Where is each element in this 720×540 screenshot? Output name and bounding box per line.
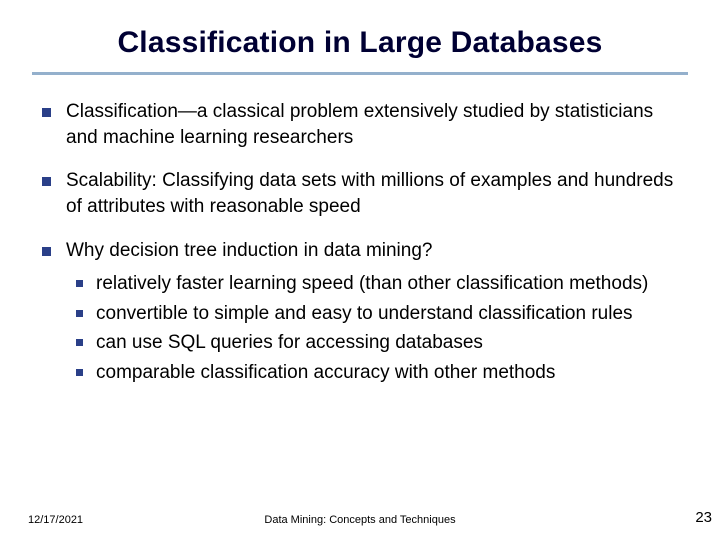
bullet-list: Classification—a classical problem exten… xyxy=(36,99,684,386)
list-item: relatively faster learning speed (than o… xyxy=(66,271,684,297)
list-item: convertible to simple and easy to unders… xyxy=(66,301,684,327)
sub-bullet-text: comparable classification accuracy with … xyxy=(96,362,555,383)
slide-body: Classification—a classical problem exten… xyxy=(36,99,684,386)
footer-pagenum: 23 xyxy=(695,509,712,526)
list-item: Why decision tree induction in data mini… xyxy=(36,238,684,386)
sub-bullet-list: relatively faster learning speed (than o… xyxy=(66,271,684,386)
sub-bullet-text: relatively faster learning speed (than o… xyxy=(96,273,648,294)
list-item: comparable classification accuracy with … xyxy=(66,360,684,386)
page-title: Classification in Large Databases xyxy=(36,18,684,72)
bullet-text: Classification—a classical problem exten… xyxy=(66,101,653,148)
bullet-text: Why decision tree induction in data mini… xyxy=(66,240,432,261)
sub-bullet-text: convertible to simple and easy to unders… xyxy=(96,303,633,324)
list-item: can use SQL queries for accessing databa… xyxy=(66,330,684,356)
sub-bullet-text: can use SQL queries for accessing databa… xyxy=(96,332,483,353)
footer-center: Data Mining: Concepts and Techniques xyxy=(0,514,720,526)
list-item: Scalability: Classifying data sets with … xyxy=(36,168,684,219)
title-divider xyxy=(32,72,688,75)
list-item: Classification—a classical problem exten… xyxy=(36,99,684,150)
bullet-text: Scalability: Classifying data sets with … xyxy=(66,170,673,217)
slide: Classification in Large Databases Classi… xyxy=(0,0,720,540)
